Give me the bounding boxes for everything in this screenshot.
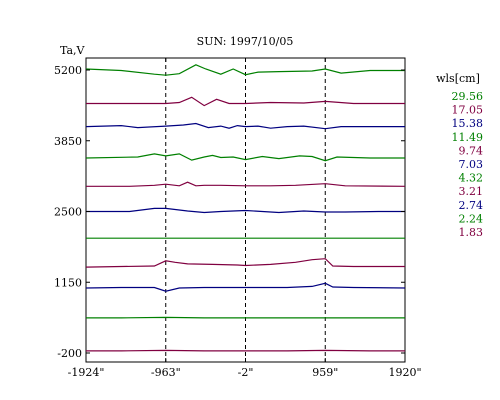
- legend-entry: 4.32: [459, 172, 484, 185]
- legend-entry: 2.24: [459, 212, 484, 225]
- x-tick-label: 1920": [388, 366, 421, 379]
- y-tick-label: 1150: [54, 276, 82, 289]
- series-line: [85, 258, 405, 268]
- series-line: [85, 153, 405, 162]
- legend-entry: 11.49: [452, 131, 484, 144]
- legend-entry: 3.21: [459, 185, 484, 198]
- legend-entry: 15.38: [452, 117, 484, 130]
- legend-entry: 7.03: [459, 158, 484, 171]
- series-line: [86, 181, 406, 187]
- series-line: [86, 96, 405, 107]
- x-tick-label: 959": [312, 366, 338, 379]
- series-group: [85, 64, 406, 352]
- x-tick-label: -1924": [68, 366, 105, 379]
- legend-entry: 29.56: [452, 90, 484, 103]
- legend-entry: 2.74: [459, 199, 484, 212]
- y-tick-label: 5200: [54, 64, 82, 77]
- legend-entry: 17.05: [452, 104, 484, 117]
- y-tick-label: 2500: [54, 206, 82, 219]
- chart-title: SUN: 1997/10/05: [197, 35, 294, 48]
- legend-title: wls[cm]: [436, 72, 480, 85]
- y-axis-label: Ta,V: [60, 44, 86, 57]
- series-line: [85, 282, 406, 292]
- x-axis: -1924" -963" -2" 959" 1920": [68, 58, 422, 379]
- vertical-reference-lines: [165, 58, 326, 362]
- series-line: [86, 349, 405, 352]
- y-tick-label: 3850: [54, 135, 82, 148]
- legend-entry: 9.74: [459, 144, 484, 157]
- legend-entry: 1.83: [459, 226, 484, 239]
- y-tick-label: -200: [57, 347, 82, 360]
- series-line: [86, 316, 405, 319]
- series-line: [86, 207, 405, 214]
- x-tick-label: -2": [238, 366, 254, 379]
- legend: wls[cm] 29.5617.0515.3811.499.747.034.32…: [436, 72, 483, 239]
- series-line: [85, 64, 405, 76]
- x-tick-label: -963": [151, 366, 181, 379]
- y-axis: -200 1150 2500 3850 5200: [54, 64, 405, 360]
- series-line: [85, 122, 405, 130]
